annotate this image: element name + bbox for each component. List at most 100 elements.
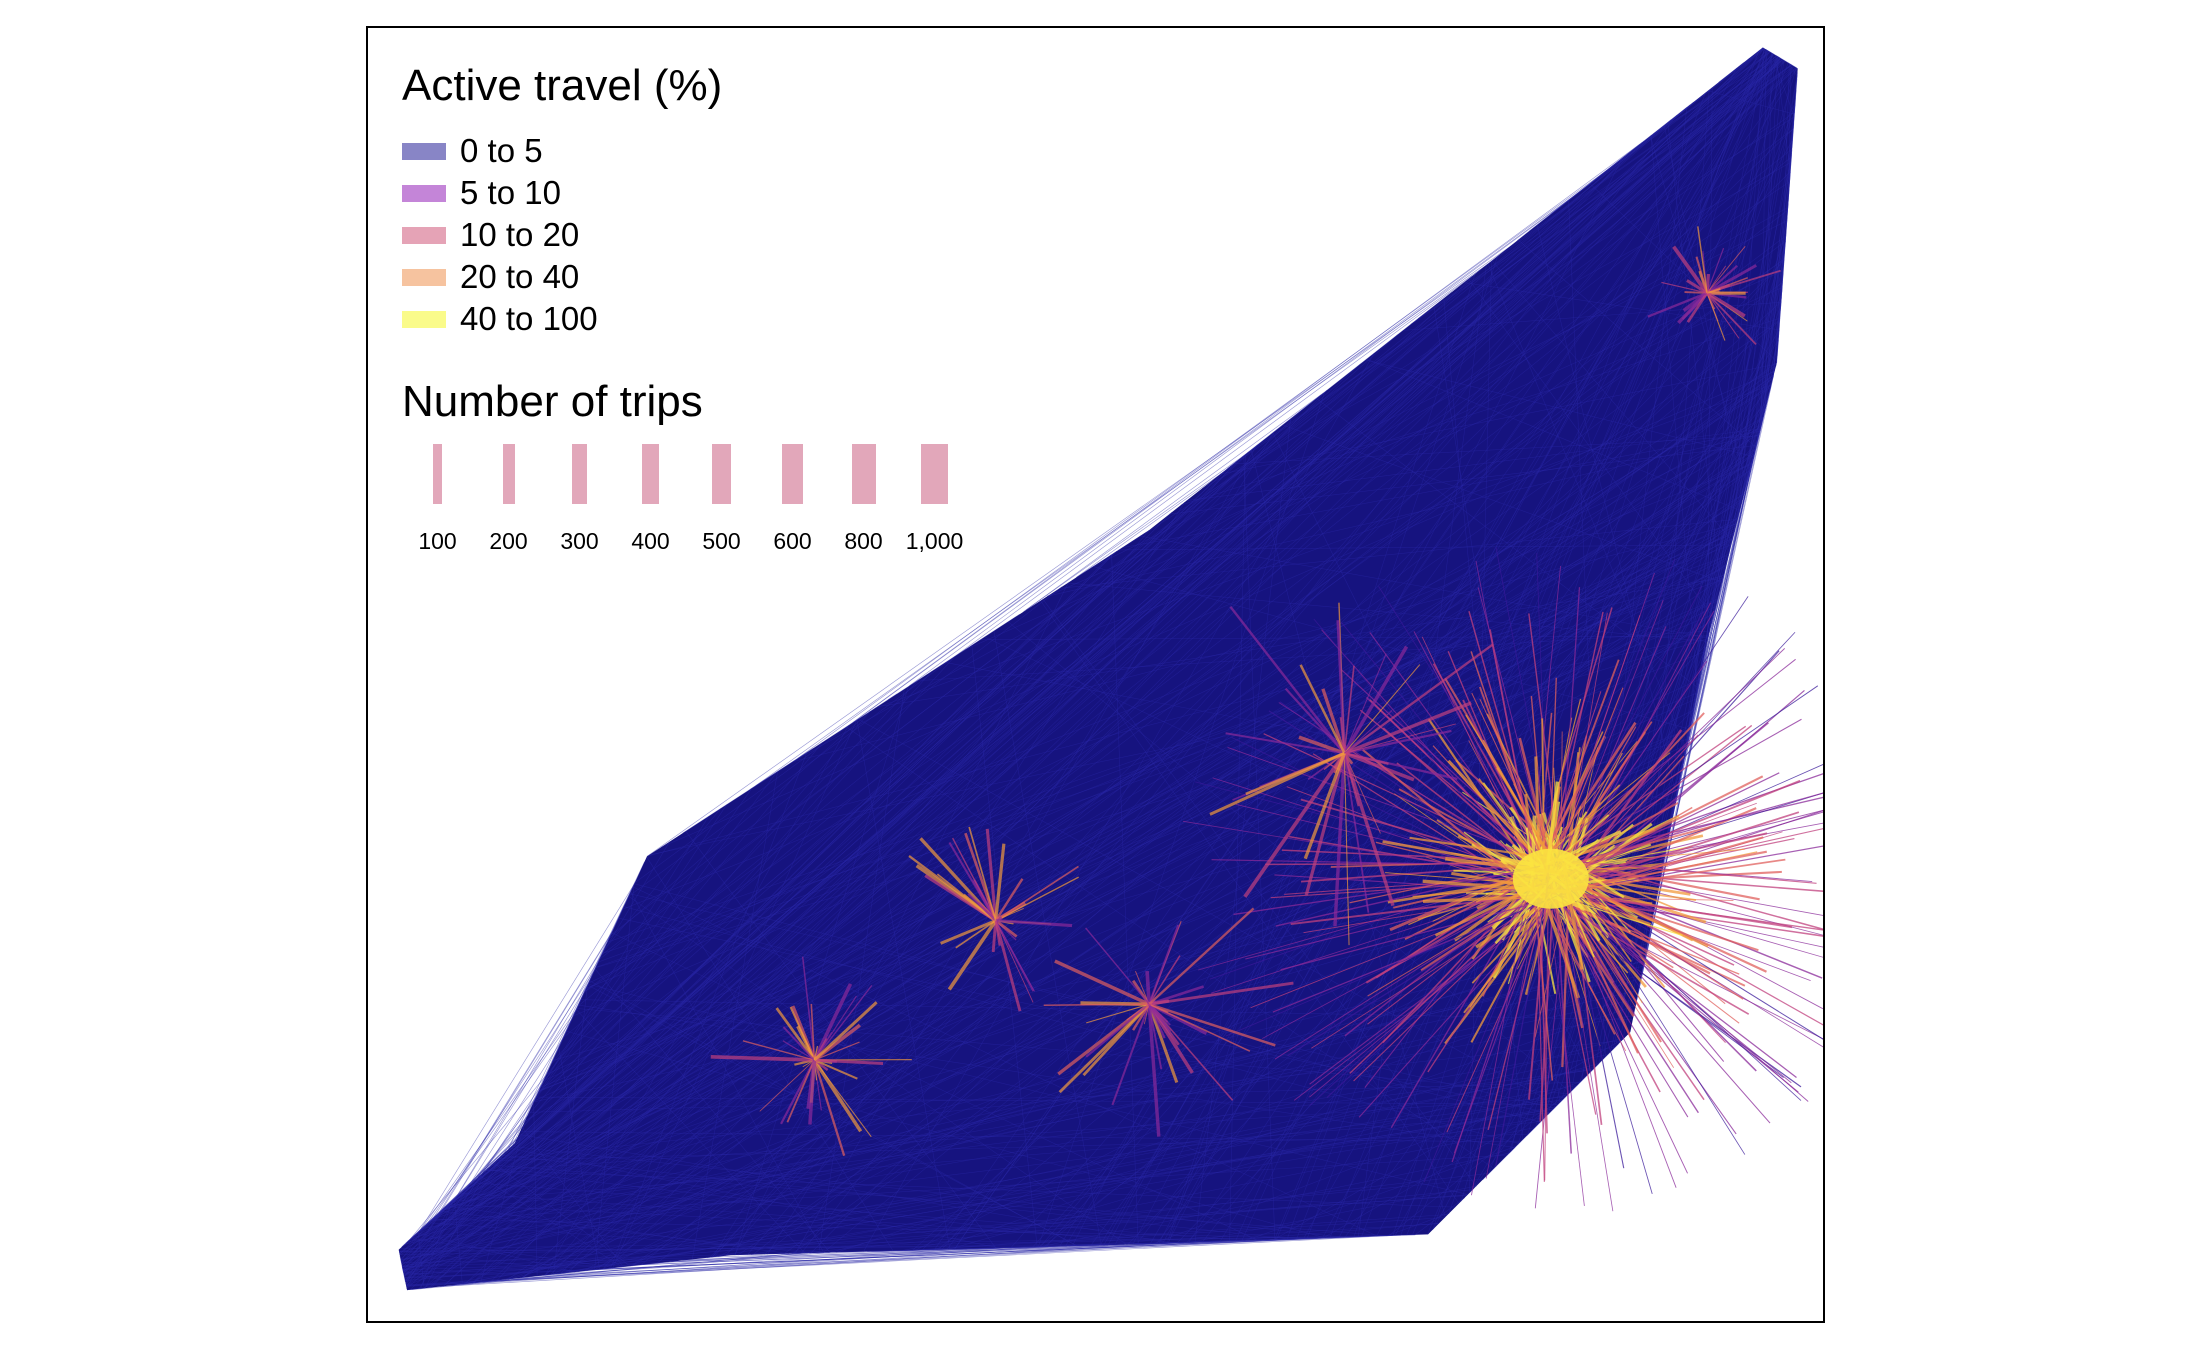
background-flow-line [1111,554,1139,1245]
flow-line [1556,775,1764,881]
background-flow-line [440,599,1718,1212]
background-flow-line [410,1238,615,1269]
flow-line [1672,245,1709,295]
flow-line [1148,907,1255,1006]
background-flow-line [567,58,1782,1274]
desire-lines-map[interactable] [368,28,1825,1323]
background-flow-line [412,606,1716,1238]
background-flow-line [402,678,1700,1272]
background-flow-line [472,140,1645,1284]
background-flow-line [1589,183,1778,362]
background-flow-line [914,876,1662,1251]
background-flow-line [618,917,1550,1114]
flow-line [1343,665,1355,754]
flow-line [1487,880,1550,1131]
background-flow-line [402,453,1755,1271]
background-flow-line [1781,63,1790,293]
flow-line [1559,885,1614,1212]
flow-line [1270,879,1538,899]
background-flow-line [1686,50,1768,747]
flow-line [1695,256,1709,294]
background-flow-line [538,651,1706,1091]
flow-line [1211,887,1537,994]
background-flow-line [406,1108,1554,1291]
background-flow-line [632,886,1378,1237]
background-flow-line [416,1232,576,1273]
flow-line [1554,892,1629,974]
trips-width-bar [433,444,442,504]
flow-line [1453,862,1561,1154]
trips-legend-item: 600 [757,444,828,555]
background-flow-line [737,577,1724,1256]
flow-line [1559,752,1623,872]
flow-line [994,920,1022,1012]
legend-swatch [402,268,446,286]
background-flow-line [403,933,612,1273]
background-flow-line [909,198,1571,687]
background-flow-line [912,516,1739,1251]
background-flow-line [584,111,1795,992]
background-flow-line [451,1112,1550,1202]
background-flow-line [1468,278,1714,618]
background-flow-line [551,51,1771,1064]
flow-line [1147,1004,1161,1137]
flow-line [1545,685,1819,873]
background-flow-line [822,492,1745,1254]
background-flow-line [874,384,1772,709]
flow-line [1550,792,1823,870]
background-flow-line [544,1108,1554,1276]
legend-item-20-to-40: 20 to 40 [402,256,970,298]
flow-line [782,1040,815,1061]
flow-line [968,826,997,921]
flow-line [1367,894,1538,997]
background-flow-line [405,788,753,1284]
background-flow-line [1667,122,1721,588]
background-flow-line [755,56,1779,787]
background-flow-line [472,58,1782,1183]
trips-legend-item: 800 [828,444,899,555]
flow-line [1148,1003,1276,1047]
flow-line [796,1025,816,1061]
flow-line [1706,247,1725,294]
flow-line [1225,732,1345,755]
flow-line [1336,620,1346,754]
background-flow-line [464,47,1764,1285]
flow-line [786,1059,816,1123]
active-travel-legend-title: Active travel (%) [402,61,723,110]
trips-width-bar [642,444,659,504]
flow-line [1532,607,1613,872]
background-flow-line [403,943,1648,1275]
background-flow-line [1518,239,1756,448]
flow-line [1111,1003,1151,1106]
background-flow-line [523,101,1694,1123]
background-flow-line [797,51,1771,759]
background-flow-line [456,984,589,1197]
background-flow-line [1386,1212,1450,1237]
background-flow-line [852,51,1771,723]
flow-line [1321,688,1346,754]
flow-lines-layer [710,226,1823,1212]
trips-width-bar [712,444,731,504]
flow-line [1148,1003,1234,1101]
background-flow-line [623,906,1520,1144]
trips-legend-item: 500 [686,444,757,555]
background-flow-line [492,1247,1003,1282]
background-flow-line [423,378,1773,1289]
flow-line [1543,868,1823,892]
background-flow-line [1235,50,1769,1242]
flow-line [1552,559,1676,871]
background-flow-line [462,461,1753,1192]
background-flow-line [750,1094,1568,1256]
flow-line [813,1059,846,1157]
flow-line [1555,615,1641,860]
background-flow-line [530,943,608,1110]
background-flow-line [501,1154,1293,1240]
background-flow-line [734,582,1069,1256]
flow-line [742,1040,815,1061]
flow-line [1542,659,1620,864]
legend-item-0-to-5: 0 to 5 [402,130,970,172]
background-flow-line [630,891,825,1253]
flow-line [1556,874,1677,1188]
flow-line [1495,870,1552,1167]
background-flow-line [1403,301,1782,331]
